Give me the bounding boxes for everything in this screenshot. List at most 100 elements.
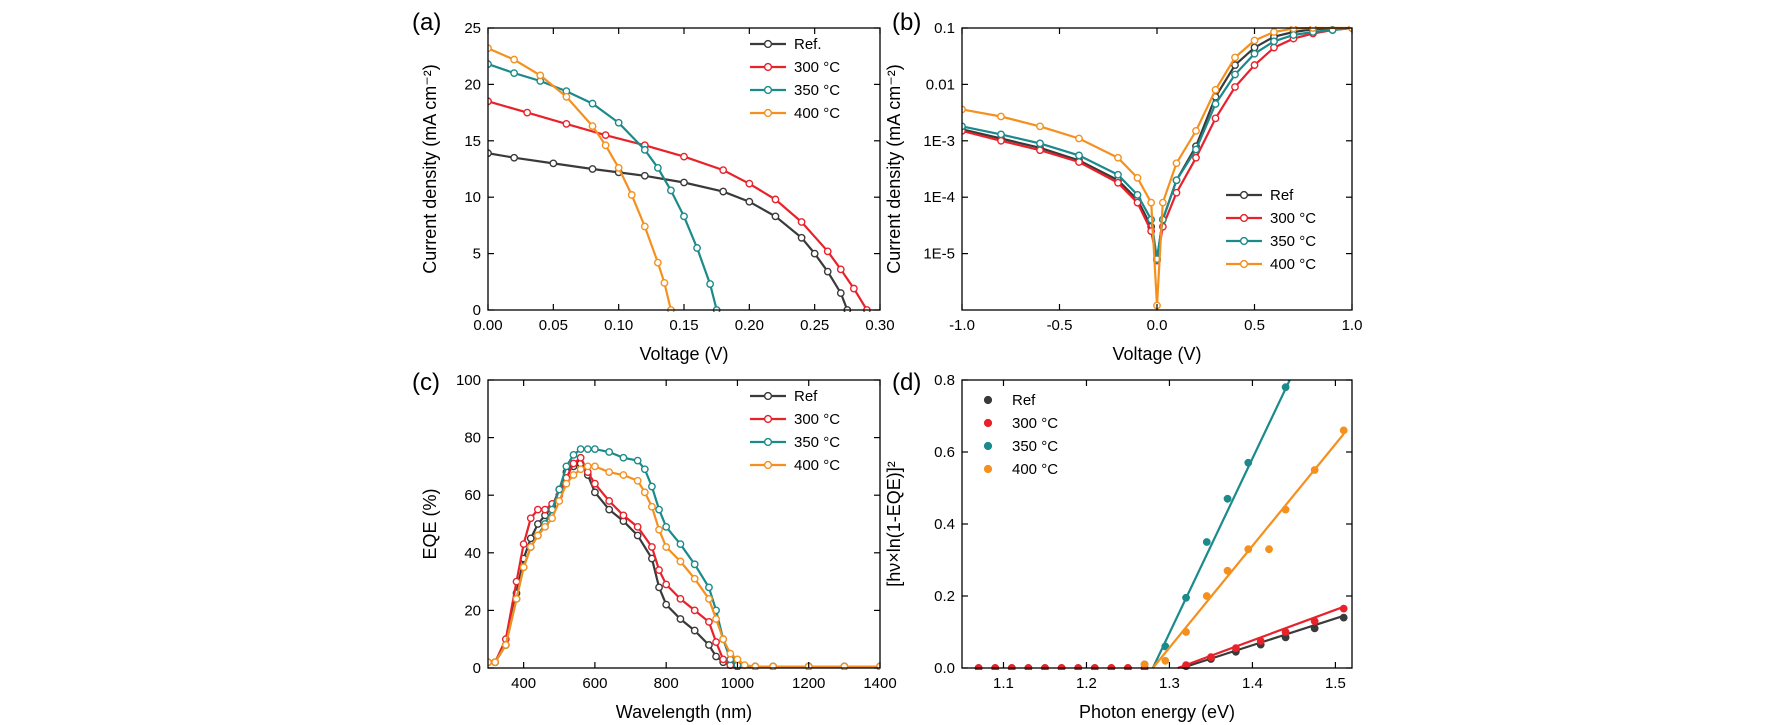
- data-point: [562, 119, 571, 128]
- data-point: [488, 44, 492, 53]
- data-point: [488, 60, 492, 68]
- data-point: [1161, 656, 1170, 665]
- data-point: [836, 289, 845, 297]
- data-point: [1161, 642, 1170, 651]
- data-point: [1339, 604, 1348, 613]
- data-point: [719, 655, 728, 664]
- data-point: [526, 534, 535, 543]
- panel-b: (b) -1.0 -0.5 0.0 0.5 1.0 1E-5 1E-4 1E-3 0.01 0.1 V…: [884, 9, 1362, 364]
- data-point: [1158, 198, 1167, 207]
- series-line: [488, 63, 718, 311]
- legend-swatch-marker: [763, 39, 773, 49]
- data-point: [719, 187, 728, 196]
- data-point: [997, 136, 1005, 145]
- data-point: [510, 153, 519, 162]
- y-tick-label: 0: [473, 660, 481, 677]
- data-point: [1036, 122, 1044, 131]
- data-point: [488, 97, 492, 106]
- data-point: [640, 171, 649, 180]
- data-point: [1231, 70, 1239, 79]
- y-axis-label: Current density (mA cm⁻²): [420, 64, 440, 274]
- data-point: [583, 462, 592, 471]
- panel-a: (a) 0.00 0.05 0.10 0.15 0.20 0.25 0.30 0 5 10 15 20 2…: [412, 9, 895, 364]
- y-tick-label: 60: [464, 487, 481, 504]
- data-point: [1114, 178, 1122, 187]
- x-tick-label: 800: [654, 675, 679, 692]
- legend-item: Ref.: [750, 36, 822, 53]
- data-point: [627, 191, 636, 199]
- data-point: [633, 476, 642, 485]
- data-point: [706, 280, 715, 288]
- data-point: [1172, 188, 1181, 197]
- legend-swatch-marker: [763, 85, 773, 95]
- series-line: [488, 465, 880, 668]
- x-tick-label: 0.5: [1244, 317, 1265, 334]
- legend-label: Ref: [1012, 392, 1036, 409]
- legend-item: 350 °C: [1226, 233, 1316, 250]
- x-tick-label: 0.0: [1147, 317, 1168, 334]
- legend-item: 400 °C: [983, 461, 1058, 478]
- panel-label: (a): [412, 9, 441, 36]
- data-point: [1270, 37, 1278, 46]
- y-tick-label: 20: [464, 76, 481, 93]
- y-tick-label: 0.8: [934, 372, 955, 389]
- data-point: [562, 479, 571, 488]
- data-point: [676, 557, 685, 566]
- legend-label: 350 °C: [1270, 233, 1316, 250]
- x-tick-label: 1.4: [1242, 675, 1263, 692]
- data-point: [562, 92, 571, 101]
- data-point: [836, 265, 845, 274]
- data-point: [1140, 660, 1149, 669]
- data-point: [1250, 61, 1259, 69]
- data-point: [1250, 49, 1259, 58]
- data-point: [797, 233, 806, 242]
- legend-swatch-marker: [763, 460, 773, 470]
- data-point: [605, 468, 614, 477]
- y-tick-label: 0.01: [926, 76, 955, 93]
- data-point: [1202, 592, 1211, 600]
- data-point: [526, 543, 535, 551]
- legend-label: 400 °C: [794, 457, 840, 474]
- data-point: [660, 279, 669, 287]
- y-tick-label: 0.0: [934, 660, 955, 677]
- y-tick-label: 0.4: [934, 516, 955, 533]
- fit-line: [1151, 379, 1291, 669]
- data-point: [1075, 158, 1083, 166]
- data-point: [667, 186, 675, 195]
- x-tick-label: 1.5: [1325, 675, 1346, 692]
- legend-swatch-marker: [983, 441, 993, 451]
- x-tick-label: -1.0: [949, 317, 975, 334]
- data-point: [576, 465, 585, 474]
- data-point: [1223, 494, 1232, 503]
- legend-swatch-marker: [1239, 236, 1249, 246]
- data-point: [614, 118, 623, 127]
- legend-label: 400 °C: [1012, 461, 1058, 478]
- data-point: [488, 658, 492, 667]
- data-point: [769, 662, 777, 670]
- data-point: [619, 453, 628, 462]
- data-point: [1192, 153, 1200, 162]
- legend: Ref 300 °C 350 °C 400 °C: [1226, 187, 1316, 273]
- data-point: [640, 222, 649, 231]
- data-point: [690, 626, 699, 635]
- legend-swatch-marker: [763, 391, 773, 401]
- data-point: [745, 179, 754, 188]
- data-point: [501, 641, 510, 649]
- legend-label: 350 °C: [1012, 438, 1058, 455]
- data-point: [771, 195, 780, 204]
- legend-item: Ref: [983, 392, 1036, 409]
- legend-item: 300 °C: [750, 411, 840, 428]
- data-point: [840, 662, 849, 670]
- data-point: [605, 505, 614, 514]
- data-point: [605, 497, 614, 505]
- data-point: [562, 462, 571, 471]
- data-point: [1281, 383, 1290, 392]
- data-point: [810, 249, 819, 258]
- data-point: [549, 159, 558, 168]
- data-point: [601, 131, 610, 140]
- x-tick-label: 600: [582, 675, 607, 692]
- data-point: [523, 108, 532, 117]
- data-point: [591, 445, 599, 454]
- legend-label: Ref: [794, 388, 818, 405]
- panel-label: (c): [412, 369, 440, 396]
